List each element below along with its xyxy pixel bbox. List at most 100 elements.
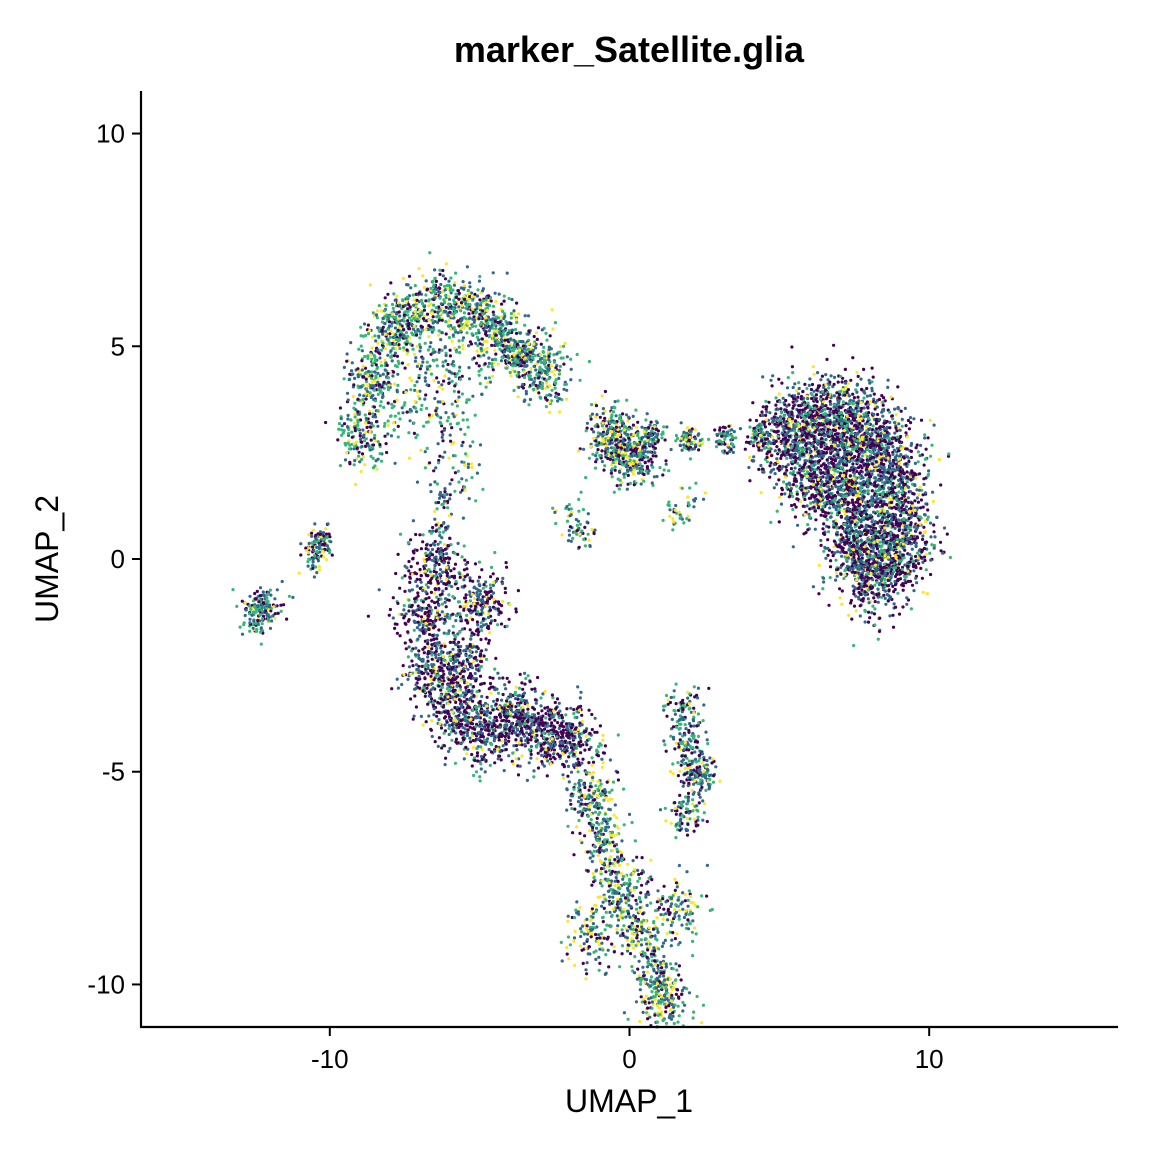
data-point xyxy=(603,464,607,468)
data-point xyxy=(357,347,361,351)
data-point xyxy=(479,346,483,351)
data-point xyxy=(510,297,514,302)
data-point xyxy=(396,328,400,332)
data-point xyxy=(404,342,409,346)
data-point xyxy=(439,338,443,342)
data-point xyxy=(449,291,453,295)
data-point xyxy=(392,354,397,358)
data-point xyxy=(862,396,866,400)
data-point xyxy=(359,325,363,329)
data-point xyxy=(870,389,874,393)
data-point xyxy=(448,327,453,331)
data-point xyxy=(471,317,475,321)
data-point xyxy=(393,298,397,302)
data-point xyxy=(427,413,431,417)
data-point xyxy=(642,479,646,483)
data-point xyxy=(467,298,471,302)
data-point xyxy=(389,354,393,358)
data-point xyxy=(587,456,592,460)
data-point xyxy=(360,359,364,363)
data-point xyxy=(778,415,783,419)
data-point xyxy=(743,447,747,451)
data-point xyxy=(811,365,815,369)
data-point xyxy=(598,415,602,419)
data-point xyxy=(517,385,521,389)
data-point xyxy=(840,554,844,558)
data-point xyxy=(812,372,816,376)
data-point xyxy=(405,410,409,414)
data-point xyxy=(541,350,545,354)
data-point xyxy=(447,306,451,310)
data-point xyxy=(459,286,463,290)
data-point xyxy=(596,434,600,438)
data-point xyxy=(590,403,594,407)
data-point xyxy=(801,419,805,423)
data-point xyxy=(393,326,398,330)
data-point xyxy=(533,376,537,380)
data-point xyxy=(397,361,401,366)
data-point xyxy=(930,543,934,547)
data-point xyxy=(374,313,379,317)
data-point xyxy=(324,420,328,425)
data-point xyxy=(377,334,381,338)
data-point xyxy=(383,329,387,333)
data-point xyxy=(550,370,554,374)
data-point xyxy=(515,320,519,324)
data-point xyxy=(775,482,779,486)
data-point xyxy=(402,328,406,332)
data-point xyxy=(487,376,491,380)
data-point xyxy=(759,427,763,431)
data-point xyxy=(540,386,545,391)
data-point xyxy=(423,341,427,345)
data-point xyxy=(471,324,475,328)
data-point xyxy=(435,315,439,319)
data-point xyxy=(512,314,516,318)
data-point xyxy=(418,343,422,347)
data-point xyxy=(368,430,372,434)
data-point xyxy=(863,620,867,624)
data-point xyxy=(895,454,899,458)
data-point xyxy=(662,425,666,429)
data-point xyxy=(836,380,840,384)
data-point xyxy=(441,502,445,506)
data-point xyxy=(448,348,452,352)
data-point xyxy=(631,414,635,418)
data-point xyxy=(447,381,451,385)
data-point xyxy=(850,428,854,432)
data-point xyxy=(524,392,529,396)
data-point xyxy=(439,524,443,528)
data-point xyxy=(522,370,527,374)
data-point xyxy=(452,364,456,368)
data-point xyxy=(350,361,354,365)
data-point xyxy=(514,317,519,322)
data-point xyxy=(610,441,614,445)
data-point xyxy=(466,321,470,326)
data-point xyxy=(435,482,439,486)
data-point xyxy=(401,298,405,302)
data-point xyxy=(768,464,772,468)
data-point xyxy=(650,429,654,433)
data-point xyxy=(432,359,436,363)
data-point xyxy=(430,318,434,322)
data-point xyxy=(895,572,899,577)
data-point xyxy=(474,499,478,503)
data-point xyxy=(563,341,567,345)
data-point xyxy=(558,350,562,354)
data-point xyxy=(378,404,382,408)
data-point xyxy=(422,305,427,309)
data-point xyxy=(468,285,472,289)
data-point xyxy=(625,468,630,472)
data-point xyxy=(915,496,920,500)
data-point xyxy=(444,305,448,309)
data-point xyxy=(501,309,505,313)
data-point xyxy=(371,412,375,416)
data-point xyxy=(421,274,425,278)
data-point xyxy=(535,337,539,341)
data-point xyxy=(880,458,884,462)
data-point xyxy=(923,433,927,437)
data-point xyxy=(775,457,779,461)
data-point xyxy=(452,415,456,419)
data-point xyxy=(881,400,885,404)
data-point xyxy=(723,432,727,436)
data-point xyxy=(451,333,455,337)
